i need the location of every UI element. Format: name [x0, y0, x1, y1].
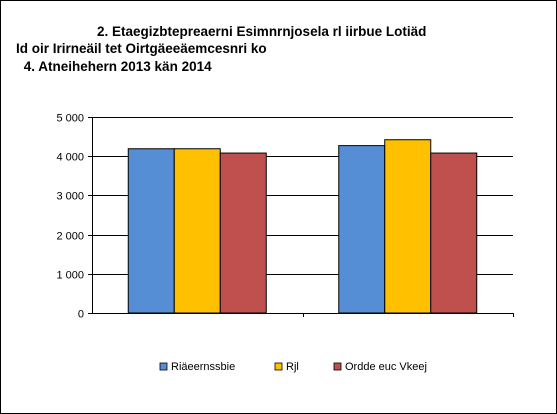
legend-label-2: Rjl: [286, 361, 299, 373]
legend: Riäeernssbie Rjl Ordde euc Vkeej: [159, 361, 427, 373]
chart-title-line-2: Id oir Irirneäil tet Oirtgäeeäemcesnri k…: [16, 41, 267, 56]
bars: [127, 139, 478, 314]
legend-label-1: Riäeernssbie: [171, 361, 235, 373]
y-tick-label: 3 000: [56, 191, 84, 203]
y-tick-label: 1 000: [56, 270, 84, 282]
bar-3-1: [219, 152, 267, 314]
legend-swatch-1: [159, 362, 168, 371]
y-tick-label: 2 000: [56, 231, 84, 243]
bar-1-1: [127, 148, 175, 314]
bar-2-2: [384, 139, 432, 314]
legend-label-3: Ordde euc Vkeej: [345, 361, 427, 373]
chart-title-line-1: 2. Etaegizbtepreaerni Esimnrnjosela rl i…: [97, 24, 427, 39]
bar-1-2: [338, 145, 386, 314]
y-tick-label: 4 000: [56, 152, 84, 164]
legend-swatch-2: [274, 362, 283, 371]
y-tick-label: 5 000: [56, 113, 84, 125]
y-tick-label: 0: [78, 309, 84, 321]
legend-swatch-3: [333, 362, 342, 371]
chart-title-line-3: 4. Atneihehern 2013 kän 2014: [20, 59, 212, 74]
y-tick-labels: 0 1 000 2 000 3 000 4 000 5 000: [56, 113, 84, 321]
axes: [88, 117, 514, 317]
bar-3-2: [430, 152, 478, 314]
bar-2-1: [173, 148, 221, 314]
